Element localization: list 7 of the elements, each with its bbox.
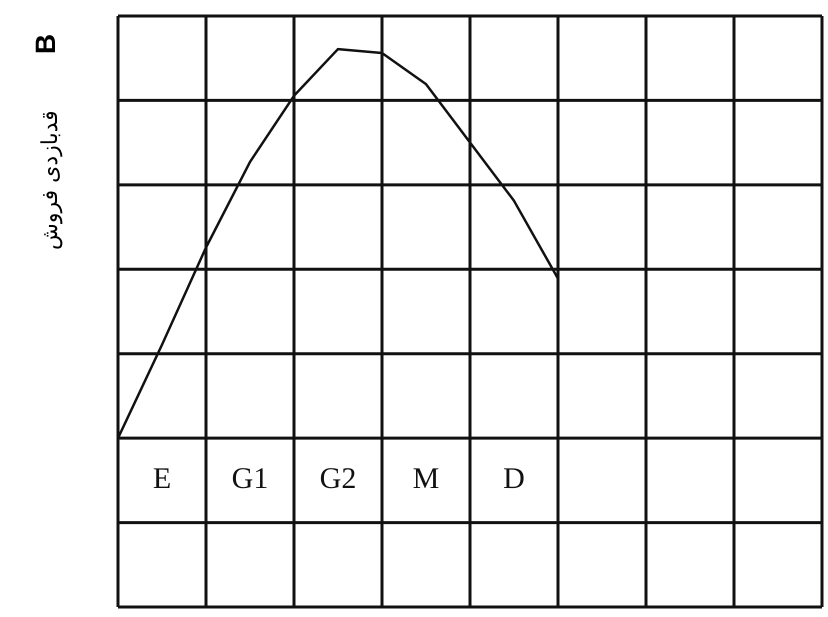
x-tick-label: M <box>412 462 440 496</box>
x-tick-label: G2 <box>320 462 356 496</box>
text: B <box>30 34 62 54</box>
x-tick-label: D <box>503 462 525 496</box>
x-tick-label: G1 <box>232 462 268 496</box>
y-axis-title: قدبازدی فروش <box>38 110 63 250</box>
x-tick-label: E <box>152 462 172 496</box>
